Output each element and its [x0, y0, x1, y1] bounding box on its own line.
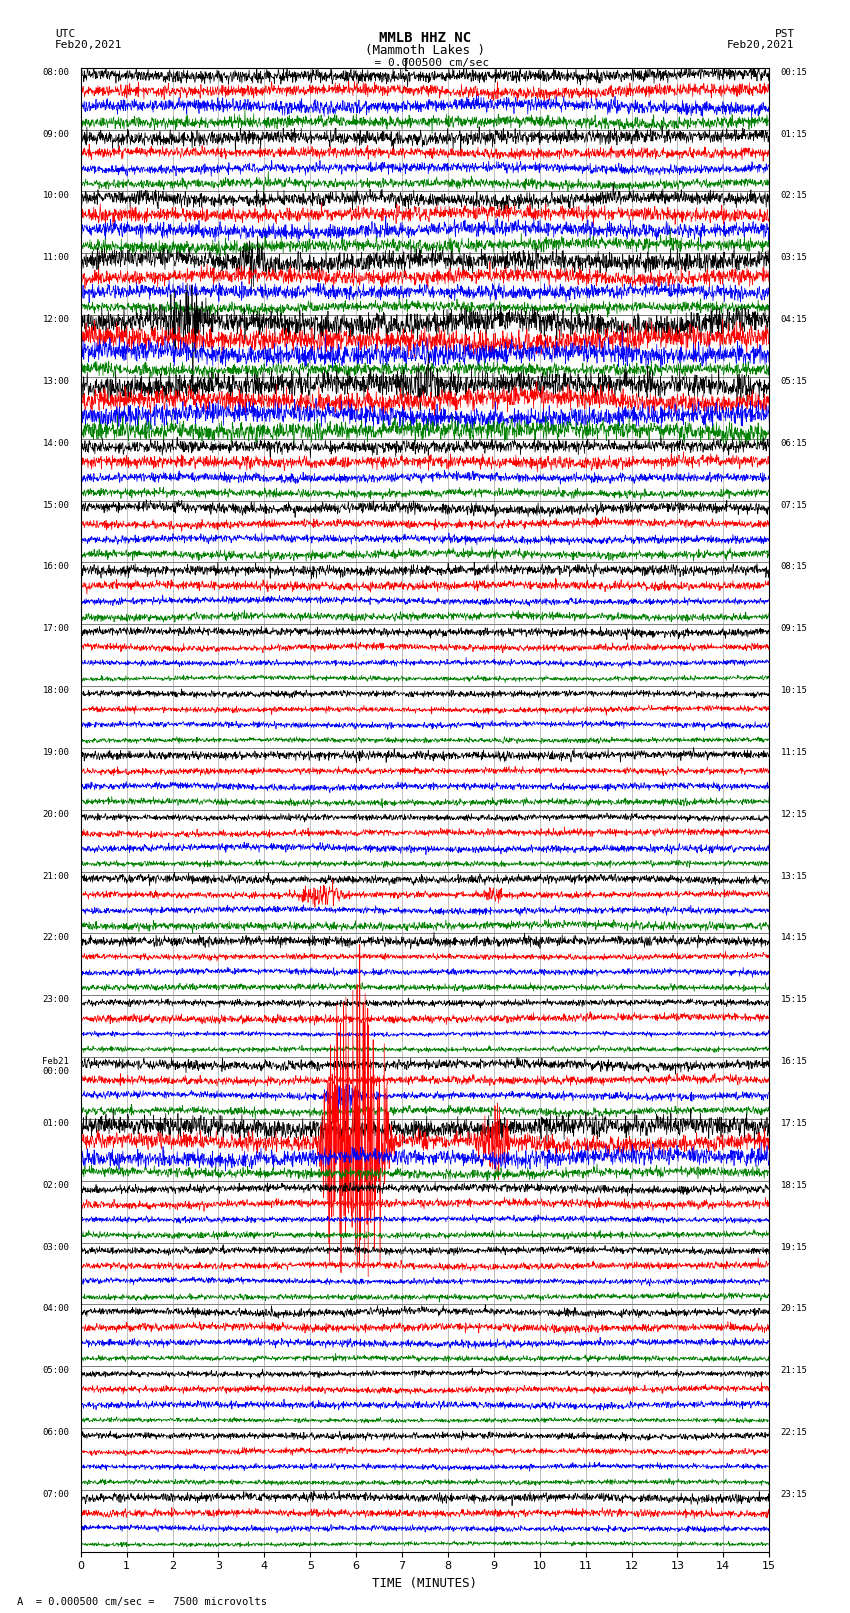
Text: 22:15: 22:15	[780, 1428, 808, 1437]
Text: 03:15: 03:15	[780, 253, 808, 263]
Text: 14:15: 14:15	[780, 934, 808, 942]
Text: 08:00: 08:00	[42, 68, 70, 77]
Text: 06:00: 06:00	[42, 1428, 70, 1437]
Text: 09:00: 09:00	[42, 129, 70, 139]
Text: 15:00: 15:00	[42, 500, 70, 510]
Text: 05:00: 05:00	[42, 1366, 70, 1376]
Text: 07:15: 07:15	[780, 500, 808, 510]
Text: 18:00: 18:00	[42, 686, 70, 695]
Text: 05:15: 05:15	[780, 377, 808, 386]
Text: 02:15: 02:15	[780, 192, 808, 200]
Text: 23:00: 23:00	[42, 995, 70, 1005]
Text: 18:15: 18:15	[780, 1181, 808, 1190]
Text: 06:15: 06:15	[780, 439, 808, 448]
Text: 13:00: 13:00	[42, 377, 70, 386]
Text: A  = 0.000500 cm/sec =   7500 microvolts: A = 0.000500 cm/sec = 7500 microvolts	[17, 1597, 267, 1607]
Text: 20:00: 20:00	[42, 810, 70, 819]
Text: MMLB HHZ NC: MMLB HHZ NC	[379, 31, 471, 45]
Text: 11:15: 11:15	[780, 748, 808, 756]
Text: 12:00: 12:00	[42, 315, 70, 324]
Text: 17:00: 17:00	[42, 624, 70, 634]
Text: (Mammoth Lakes ): (Mammoth Lakes )	[365, 44, 485, 56]
Text: 07:00: 07:00	[42, 1490, 70, 1498]
Text: 20:15: 20:15	[780, 1305, 808, 1313]
Text: 08:15: 08:15	[780, 563, 808, 571]
Text: Feb20,2021: Feb20,2021	[55, 40, 122, 50]
Text: Feb20,2021: Feb20,2021	[728, 40, 795, 50]
Text: 14:00: 14:00	[42, 439, 70, 448]
Text: 16:00: 16:00	[42, 563, 70, 571]
Text: 21:15: 21:15	[780, 1366, 808, 1376]
Text: 10:00: 10:00	[42, 192, 70, 200]
Text: 19:00: 19:00	[42, 748, 70, 756]
Text: PST: PST	[774, 29, 795, 39]
Text: 12:15: 12:15	[780, 810, 808, 819]
Text: 16:15: 16:15	[780, 1057, 808, 1066]
Text: 04:00: 04:00	[42, 1305, 70, 1313]
Text: 23:15: 23:15	[780, 1490, 808, 1498]
Text: 22:00: 22:00	[42, 934, 70, 942]
Text: 01:15: 01:15	[780, 129, 808, 139]
Text: 01:00: 01:00	[42, 1119, 70, 1127]
Text: 17:15: 17:15	[780, 1119, 808, 1127]
Text: 13:15: 13:15	[780, 871, 808, 881]
Text: 11:00: 11:00	[42, 253, 70, 263]
Text: Feb21
00:00: Feb21 00:00	[42, 1057, 70, 1076]
Text: UTC: UTC	[55, 29, 76, 39]
Text: 00:15: 00:15	[780, 68, 808, 77]
Text: 21:00: 21:00	[42, 871, 70, 881]
Text: 10:15: 10:15	[780, 686, 808, 695]
X-axis label: TIME (MINUTES): TIME (MINUTES)	[372, 1578, 478, 1590]
Text: 15:15: 15:15	[780, 995, 808, 1005]
Text: 19:15: 19:15	[780, 1242, 808, 1252]
Text: 09:15: 09:15	[780, 624, 808, 634]
Text: 04:15: 04:15	[780, 315, 808, 324]
Text: [: [	[402, 58, 411, 73]
Text: 03:00: 03:00	[42, 1242, 70, 1252]
Text: 02:00: 02:00	[42, 1181, 70, 1190]
Text: = 0.000500 cm/sec: = 0.000500 cm/sec	[361, 58, 489, 68]
